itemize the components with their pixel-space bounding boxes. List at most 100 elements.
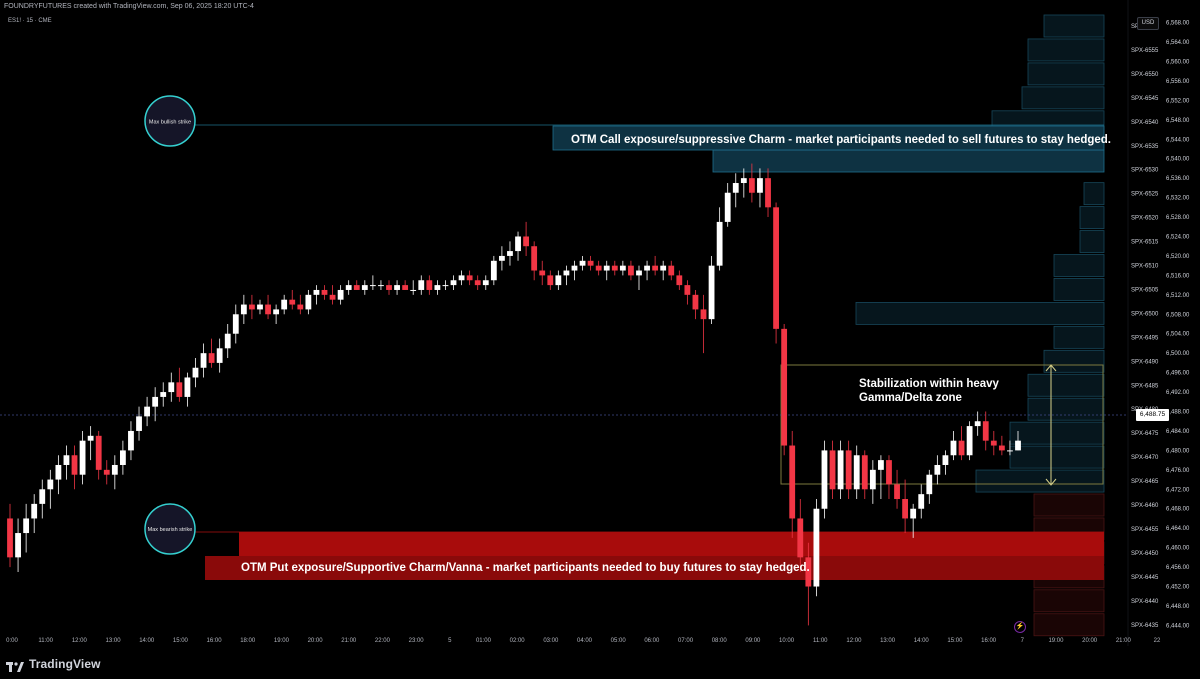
- time-tick: 14:00: [914, 638, 930, 644]
- time-tick: 23:00: [409, 638, 425, 644]
- candle-body: [716, 221, 723, 266]
- price-tick: 6,444.00: [1166, 623, 1190, 629]
- candle-body: [765, 178, 771, 208]
- candle-body: [257, 304, 263, 310]
- candle-body: [200, 353, 207, 368]
- profile-bar: [1053, 278, 1105, 301]
- candle-body: [378, 285, 384, 287]
- price-tick: 6,496.00: [1166, 371, 1190, 377]
- profile-bar: [1027, 397, 1105, 421]
- candle-body: [547, 275, 554, 286]
- profile-bar: [1033, 493, 1105, 517]
- candle-body: [265, 304, 271, 315]
- candle-body: [249, 304, 255, 310]
- price-tick: 6,452.00: [1166, 585, 1190, 591]
- candle-body: [184, 377, 191, 397]
- time-tick: 14:00: [139, 638, 155, 644]
- candle-body: [152, 396, 159, 407]
- strike-label: SPX-6455: [1131, 527, 1159, 533]
- candle-body: [386, 285, 392, 290]
- strike-label: SPX-6440: [1131, 599, 1159, 605]
- candle-body: [418, 280, 425, 290]
- candle-body: [611, 265, 618, 271]
- candle-body: [507, 251, 513, 256]
- candle-body: [369, 285, 376, 287]
- profile-bar: [1027, 38, 1105, 62]
- profile-bar: [1043, 14, 1105, 38]
- candle-body: [732, 183, 739, 193]
- candle-body: [789, 445, 796, 519]
- candle-body: [757, 178, 763, 193]
- candle-body: [321, 289, 328, 295]
- candle-body: [853, 455, 860, 490]
- candle-body: [466, 275, 473, 281]
- candle-body: [966, 426, 973, 456]
- strike-label: SPX-6550: [1131, 72, 1159, 78]
- strike-label: SPX-6515: [1131, 240, 1159, 246]
- strike-label: SPX-6535: [1131, 144, 1159, 150]
- candle-body: [128, 430, 134, 451]
- candle-body: [894, 484, 900, 500]
- tradingview-logo[interactable]: TradingView: [6, 656, 101, 672]
- candle-body: [628, 265, 634, 276]
- stabilization-text-1: Stabilization within heavy: [859, 378, 1000, 390]
- arrow-head-top: [1045, 364, 1057, 372]
- candle-body: [39, 489, 46, 504]
- price-tick: 6,460.00: [1166, 546, 1190, 552]
- strike-label: SPX-6495: [1131, 335, 1159, 341]
- profile-bar: [855, 301, 1105, 325]
- candle-body: [724, 192, 731, 222]
- candle-body: [829, 450, 836, 490]
- candle-body: [805, 557, 812, 587]
- profile-bar: [1079, 230, 1105, 253]
- strike-label: SPX-6525: [1131, 192, 1159, 198]
- price-tick: 6,560.00: [1166, 59, 1190, 65]
- candle-body: [119, 450, 126, 465]
- symbol-label: ES1! · 15 · CME: [8, 18, 52, 24]
- currency-button[interactable]: USD: [1137, 17, 1159, 30]
- tradingview-brand: TradingView: [29, 657, 101, 671]
- candle-body: [353, 285, 360, 290]
- candle-body: [442, 285, 449, 287]
- candle-body: [781, 328, 788, 446]
- max-bearish-label: Max bearish strike: [148, 527, 193, 533]
- time-tick: 12:00: [72, 638, 88, 644]
- time-tick: 16:00: [207, 638, 223, 644]
- candle-body: [571, 265, 578, 271]
- candle-body: [224, 333, 231, 349]
- candle-body: [878, 460, 884, 470]
- strike-label: SPX-6435: [1131, 623, 1159, 629]
- stabilization-text-2: Gamma/Delta zone: [859, 392, 962, 404]
- candle-body: [136, 416, 142, 431]
- strike-label: SPX-6465: [1131, 479, 1159, 485]
- strike-label: SPX-6540: [1131, 120, 1159, 126]
- price-tick: 6,448.00: [1166, 604, 1190, 610]
- price-tick: 6,508.00: [1166, 312, 1190, 318]
- strike-label: SPX-6460: [1131, 503, 1159, 509]
- candle-body: [345, 285, 352, 290]
- candle-body: [910, 508, 917, 519]
- time-tick: 05:00: [611, 638, 627, 644]
- lightning-icon[interactable]: ⚡: [1014, 621, 1026, 633]
- price-tick: 6,500.00: [1166, 351, 1190, 357]
- candle-body: [289, 299, 296, 305]
- put-zone-upper: [239, 532, 1104, 556]
- time-tick: 15:00: [947, 638, 963, 644]
- profile-bar: [1021, 86, 1105, 110]
- profile-bar: [1053, 254, 1105, 277]
- candle-body: [958, 440, 965, 456]
- candle-body: [499, 255, 505, 261]
- time-tick: 01:00: [476, 638, 492, 644]
- time-tick: 07:00: [678, 638, 694, 644]
- candle-body: [329, 294, 336, 300]
- arrow-head-bottom: [1045, 478, 1057, 486]
- price-tick: 6,544.00: [1166, 137, 1190, 143]
- annotations: Max bullish strike Max bearish strike OTM …: [144, 95, 1111, 574]
- tradingview-mark-icon: [6, 659, 24, 672]
- candle-body: [15, 533, 21, 558]
- candle-body: [240, 304, 247, 315]
- candle-body: [869, 469, 876, 490]
- candle-body: [845, 450, 852, 490]
- time-axis: 0:00 11:00 12:00 13:00 14:00 15:00 16:00 18:00 1…: [6, 638, 1161, 644]
